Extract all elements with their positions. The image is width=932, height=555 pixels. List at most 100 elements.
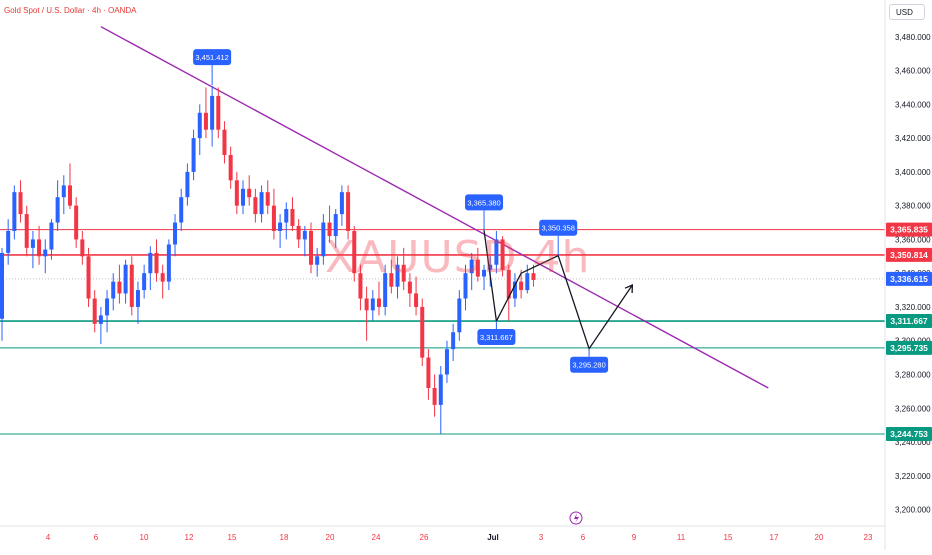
candle-body [432, 387, 437, 405]
candle [43, 239, 48, 274]
candle [271, 188, 276, 240]
projection-path[interactable] [495, 254, 633, 351]
candle [327, 205, 332, 243]
candle [284, 202, 289, 240]
candle-body [494, 239, 499, 265]
candle-body [30, 239, 35, 248]
price-label: 3,365.835 [890, 225, 928, 235]
horizontal-levels [0, 229, 885, 435]
candle-body [259, 192, 264, 215]
candle [290, 197, 295, 231]
date-tick-label: 20 [326, 533, 335, 542]
price-tick-label: 3,400.000 [895, 168, 931, 177]
candle-body [290, 209, 295, 226]
candle [463, 264, 468, 311]
callout-label: 3,365.380 [467, 198, 500, 207]
price-tick-label: 3,380.000 [895, 202, 931, 211]
candle-body [6, 230, 11, 253]
price-tick-label: 3,420.000 [895, 134, 931, 143]
candle-body [395, 264, 400, 287]
candle [148, 246, 153, 291]
candle-body [179, 197, 184, 223]
candle [333, 209, 338, 248]
candle-body [24, 214, 29, 248]
date-tick-label: 15 [724, 533, 733, 542]
candle-body [444, 349, 449, 375]
candle [210, 85, 215, 147]
candle-body [407, 281, 412, 294]
candle-body [426, 357, 431, 388]
candle [80, 230, 85, 265]
candle-body [210, 95, 215, 130]
candle-body [327, 222, 332, 237]
candle [346, 185, 351, 240]
candle-body [117, 281, 122, 294]
candle-body [241, 188, 246, 206]
date-tick-label: 24 [372, 533, 381, 542]
candle-body [67, 185, 72, 206]
candle [494, 230, 499, 274]
candle [12, 185, 17, 240]
candle [18, 180, 23, 223]
price-label: 3,295.735 [890, 343, 928, 353]
candle [197, 104, 202, 156]
candle-body [173, 222, 178, 245]
candle [376, 281, 381, 316]
candle [512, 273, 517, 307]
date-tick-label: Jul [487, 533, 499, 542]
trendline-layer[interactable] [100, 26, 769, 389]
zigzag-line[interactable] [483, 230, 498, 322]
price-callout: 3,295.280 [570, 348, 609, 373]
candle-body [142, 273, 147, 291]
candle-body [482, 269, 487, 277]
descending-trendline[interactable] [100, 26, 769, 389]
price-label-bg [886, 426, 932, 441]
candle-body [315, 256, 320, 265]
candle [389, 259, 394, 294]
candle-body [49, 222, 54, 250]
candle-body [358, 273, 363, 299]
time-axis[interactable]: 4 6 10 12 15 18 20 24 26 Jul 3 6 9 11 15 17 20 23 [0, 511, 885, 542]
candle-body [61, 185, 66, 198]
price-label-bg [886, 247, 932, 262]
price-tick-label: 3,220.000 [895, 472, 931, 481]
candle-body [148, 252, 153, 274]
candle [191, 129, 196, 181]
candle-body [247, 188, 252, 198]
candle-body [383, 273, 388, 307]
callout-box [539, 219, 578, 236]
callout-label: 3,451.412 [195, 53, 228, 62]
candle [228, 146, 233, 189]
callout-label: 3,295.280 [572, 361, 605, 370]
price-callout: 3,350.358 [539, 219, 578, 256]
candle [154, 239, 159, 282]
candle-body [0, 252, 4, 319]
price-tick-label: 3,440.000 [895, 100, 931, 109]
candle-body [185, 171, 190, 198]
price-label-bg [886, 314, 932, 329]
currency-selector[interactable]: USD [889, 4, 925, 20]
lightning-icon[interactable] [569, 511, 583, 525]
candle [30, 230, 35, 269]
candle [241, 180, 246, 215]
candle [457, 290, 462, 341]
date-tick-label: 26 [420, 533, 429, 542]
candle [401, 247, 406, 291]
candle [420, 298, 425, 367]
candles-layer [0, 85, 536, 434]
candle-body [420, 306, 425, 358]
candle-body [228, 155, 233, 181]
candle-body [154, 252, 159, 274]
price-label: 3,244.753 [890, 429, 928, 439]
candle-body [414, 293, 419, 307]
candle-body [80, 239, 85, 257]
candle-body [333, 214, 338, 237]
candle [358, 264, 363, 311]
candle [451, 323, 456, 361]
price-tick-label: 3,480.000 [895, 33, 931, 42]
candle [61, 175, 66, 215]
candle-body [321, 222, 326, 257]
candle-body [160, 273, 165, 282]
